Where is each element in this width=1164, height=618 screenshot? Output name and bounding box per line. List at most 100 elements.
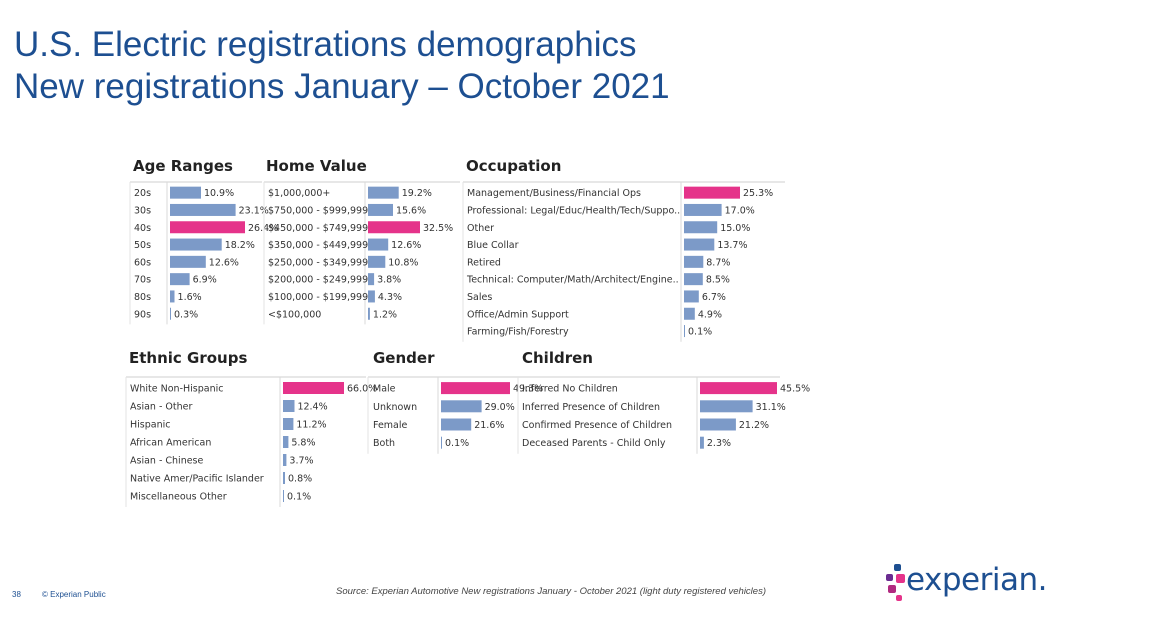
occupation-heading: Occupation bbox=[466, 157, 562, 175]
experian-logo-text: experian. bbox=[906, 562, 1047, 598]
category-label: $250,000 - $349,999 bbox=[268, 257, 368, 268]
value-label: 8.5% bbox=[706, 275, 730, 286]
age-ranges-chart: 20s 10.9% 30s 23.1% 40s 26.4% 50s 18.2% 60s 12.6%… bbox=[129, 181, 278, 325]
bar bbox=[441, 400, 482, 413]
value-label: 11.2% bbox=[296, 420, 326, 431]
value-label: 15.0% bbox=[720, 223, 750, 234]
bar bbox=[684, 238, 715, 251]
category-label: $450,000 - $749,999 bbox=[268, 223, 368, 234]
bar bbox=[283, 400, 295, 412]
classification-label: © Experian Public bbox=[42, 590, 106, 599]
value-label: 1.6% bbox=[178, 292, 202, 303]
category-label: Male bbox=[373, 384, 396, 395]
category-label: 30s bbox=[134, 205, 151, 216]
category-label: Asian - Other bbox=[130, 402, 192, 413]
value-label: 18.2% bbox=[225, 240, 255, 251]
value-label: 29.0% bbox=[485, 402, 515, 413]
category-label: Farming/Fish/Forestry bbox=[467, 327, 569, 338]
bar bbox=[283, 436, 289, 448]
value-label: 0.8% bbox=[288, 474, 312, 485]
source-note: Source: Experian Automotive New registra… bbox=[336, 586, 766, 597]
bar bbox=[283, 382, 344, 394]
bar bbox=[170, 307, 171, 320]
bar bbox=[368, 290, 375, 303]
value-label: 31.1% bbox=[756, 402, 786, 413]
value-label: 13.7% bbox=[717, 240, 747, 251]
category-label: 80s bbox=[134, 292, 151, 303]
value-label: 4.9% bbox=[698, 309, 722, 320]
category-label: <$100,000 bbox=[268, 309, 321, 320]
occupation-chart: Management/Business/Financial Ops 25.3% Pr… bbox=[462, 181, 785, 342]
category-label: 50s bbox=[134, 240, 151, 251]
value-label: 5.8% bbox=[291, 438, 315, 449]
bar bbox=[368, 238, 389, 251]
category-label: Other bbox=[467, 223, 494, 234]
category-label: Professional: Legal/Educ/Health/Tech/Sup… bbox=[467, 205, 680, 216]
bar bbox=[170, 238, 222, 251]
value-label: 1.2% bbox=[373, 309, 397, 320]
bar bbox=[700, 436, 704, 449]
category-label: 40s bbox=[134, 223, 151, 234]
bar bbox=[684, 255, 704, 268]
bar bbox=[368, 307, 370, 320]
bar bbox=[170, 203, 236, 216]
value-label: 0.3% bbox=[174, 309, 198, 320]
bar bbox=[684, 290, 699, 303]
value-label: 10.8% bbox=[388, 257, 418, 268]
bar bbox=[170, 273, 190, 286]
value-label: 12.6% bbox=[391, 240, 421, 251]
value-label: 3.8% bbox=[377, 275, 401, 286]
category-label: $200,000 - $249,999 bbox=[268, 275, 368, 286]
category-label: Management/Business/Financial Ops bbox=[467, 188, 641, 199]
value-label: 3.7% bbox=[289, 456, 313, 467]
value-label: 0.1% bbox=[445, 438, 469, 449]
value-label: 23.1% bbox=[239, 205, 269, 216]
slide-title-line-1: U.S. Electric registrations demographics bbox=[14, 25, 637, 64]
gender-heading: Gender bbox=[373, 349, 435, 367]
value-label: 49.3% bbox=[513, 384, 543, 395]
category-label: Blue Collar bbox=[467, 240, 519, 251]
slide-title-line-2: New registrations January – October 2021 bbox=[14, 67, 670, 106]
bar bbox=[700, 418, 736, 431]
category-label: Inferred Presence of Children bbox=[522, 402, 660, 413]
value-label: 10.9% bbox=[204, 188, 234, 199]
page-number: 38 bbox=[12, 590, 21, 599]
value-label: 8.7% bbox=[706, 257, 730, 268]
value-label: 26.4% bbox=[248, 223, 278, 234]
experian-logo-mark bbox=[886, 564, 905, 601]
category-label: 90s bbox=[134, 309, 151, 320]
category-label: Both bbox=[373, 438, 395, 449]
value-label: 0.1% bbox=[287, 492, 311, 503]
bar bbox=[170, 255, 206, 268]
bar bbox=[684, 325, 685, 338]
value-label: 21.6% bbox=[474, 420, 504, 431]
value-label: 25.3% bbox=[743, 188, 773, 199]
value-label: 6.7% bbox=[702, 292, 726, 303]
value-label: 45.5% bbox=[780, 384, 810, 395]
category-label: Female bbox=[373, 420, 408, 431]
bar bbox=[368, 255, 386, 268]
bar bbox=[684, 307, 695, 320]
bar bbox=[368, 203, 393, 216]
value-label: 17.0% bbox=[725, 205, 755, 216]
bar bbox=[684, 273, 703, 286]
slide-title: U.S. Electric registrations demographics… bbox=[14, 24, 670, 108]
category-label: Hispanic bbox=[130, 420, 170, 431]
category-label: African American bbox=[130, 438, 211, 449]
home-value-heading: Home Value bbox=[266, 157, 367, 175]
bar bbox=[684, 186, 740, 199]
value-label: 19.2% bbox=[402, 188, 432, 199]
category-label: Unknown bbox=[373, 402, 417, 413]
value-label: 0.1% bbox=[688, 327, 712, 338]
bar bbox=[170, 221, 245, 234]
category-label: Office/Admin Support bbox=[467, 309, 569, 320]
bar bbox=[441, 382, 510, 395]
category-label: 60s bbox=[134, 257, 151, 268]
value-label: 2.3% bbox=[707, 438, 731, 449]
category-label: $1,000,000+ bbox=[268, 188, 330, 199]
value-label: 12.6% bbox=[209, 257, 239, 268]
bar bbox=[684, 221, 718, 234]
bar bbox=[700, 400, 753, 413]
children-heading: Children bbox=[522, 349, 593, 367]
gender-chart: Male 49.3% Unknown 29.0% Female 21.6% Both 0.1% bbox=[367, 376, 543, 454]
